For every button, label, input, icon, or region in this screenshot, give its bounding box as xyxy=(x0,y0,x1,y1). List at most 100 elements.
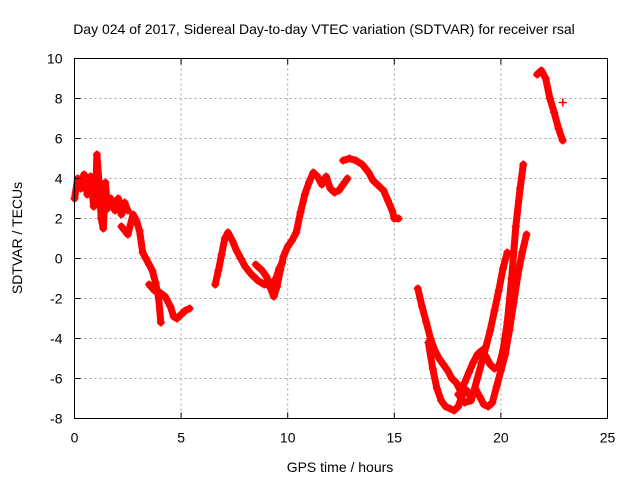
data-point xyxy=(479,400,488,409)
data-point xyxy=(445,404,454,413)
data-point xyxy=(80,170,89,179)
data-point xyxy=(499,264,508,273)
data-point xyxy=(339,156,348,165)
data-point xyxy=(92,150,101,159)
data-point xyxy=(435,354,444,363)
data-point xyxy=(509,298,518,307)
x-tick-label: 10 xyxy=(280,430,296,446)
series-trace xyxy=(145,281,194,322)
data-point xyxy=(99,224,108,233)
data-point xyxy=(505,326,514,335)
data-point xyxy=(550,108,559,117)
x-axis-title: GPS time / hours xyxy=(287,459,394,475)
data-point xyxy=(460,398,469,407)
data-point xyxy=(177,310,186,319)
data-point xyxy=(258,266,267,275)
data-point xyxy=(518,248,527,257)
data-point xyxy=(490,364,499,373)
data-point xyxy=(91,184,100,193)
data-point xyxy=(454,402,463,411)
data-point xyxy=(437,396,446,405)
data-point xyxy=(452,378,461,387)
data-point xyxy=(155,288,164,297)
data-point xyxy=(522,230,531,239)
data-point xyxy=(224,228,233,237)
y-tick-label: -6 xyxy=(50,371,63,387)
series-trace xyxy=(339,155,403,222)
data-point xyxy=(496,366,505,375)
y-tick-label: -8 xyxy=(50,411,63,427)
data-point xyxy=(388,206,397,215)
data-point xyxy=(439,360,448,369)
series-trace xyxy=(252,169,351,300)
data-point xyxy=(473,350,482,359)
data-point xyxy=(486,360,495,369)
data-point xyxy=(469,358,478,367)
x-tick-label: 0 xyxy=(71,430,79,446)
data-point xyxy=(247,270,256,279)
data-point xyxy=(462,386,471,395)
data-point xyxy=(343,174,352,183)
data-point xyxy=(545,94,554,103)
data-point xyxy=(460,378,469,387)
data-point xyxy=(269,292,278,301)
data-point xyxy=(511,222,520,231)
data-point xyxy=(317,180,326,189)
data-point xyxy=(120,198,129,207)
data-point xyxy=(554,124,563,133)
data-point xyxy=(334,186,343,195)
data-point xyxy=(484,402,493,411)
data-point xyxy=(97,214,106,223)
data-point xyxy=(86,172,95,181)
data-point xyxy=(481,342,490,351)
data-point xyxy=(283,242,292,251)
data-point xyxy=(145,280,154,289)
data-point xyxy=(150,286,159,295)
data-point xyxy=(253,276,262,285)
x-tick-label: 20 xyxy=(493,430,509,446)
data-point xyxy=(339,180,348,189)
data-point xyxy=(148,266,157,275)
y-axis-title: SDTVAR / TECUs xyxy=(9,182,25,294)
data-point xyxy=(181,306,190,315)
y-tick-label: -4 xyxy=(50,331,63,347)
data-point xyxy=(217,250,226,259)
y-tick-label: 0 xyxy=(55,251,63,267)
data-point xyxy=(214,266,223,275)
data-point xyxy=(322,172,331,181)
data-point xyxy=(106,194,115,203)
series-10 xyxy=(533,66,567,145)
data-point xyxy=(129,210,138,219)
data-point xyxy=(488,398,497,407)
data-point xyxy=(309,168,318,177)
data-point xyxy=(424,338,433,347)
y-tick-label: 8 xyxy=(55,91,63,107)
data-point xyxy=(464,368,473,377)
data-point xyxy=(558,98,567,107)
data-point xyxy=(418,302,427,311)
series-6 xyxy=(339,154,403,223)
data-point xyxy=(123,206,132,215)
data-point xyxy=(172,314,181,323)
data-point xyxy=(292,228,301,237)
data-point xyxy=(467,396,476,405)
data-point xyxy=(151,278,160,287)
data-point xyxy=(537,66,546,75)
data-point xyxy=(383,196,392,205)
data-point xyxy=(533,70,542,79)
data-point xyxy=(351,156,360,165)
data-point xyxy=(300,190,309,199)
data-point xyxy=(379,186,388,195)
data-point xyxy=(364,168,373,177)
data-point xyxy=(211,280,220,289)
data-point xyxy=(273,282,282,291)
data-point xyxy=(477,358,486,367)
data-point xyxy=(276,266,285,275)
data-point xyxy=(501,350,510,359)
data-point xyxy=(326,184,335,193)
data-point xyxy=(345,154,354,163)
data-point xyxy=(117,210,126,219)
data-point xyxy=(111,206,120,215)
data-point xyxy=(313,172,322,181)
series-3 xyxy=(145,280,194,323)
